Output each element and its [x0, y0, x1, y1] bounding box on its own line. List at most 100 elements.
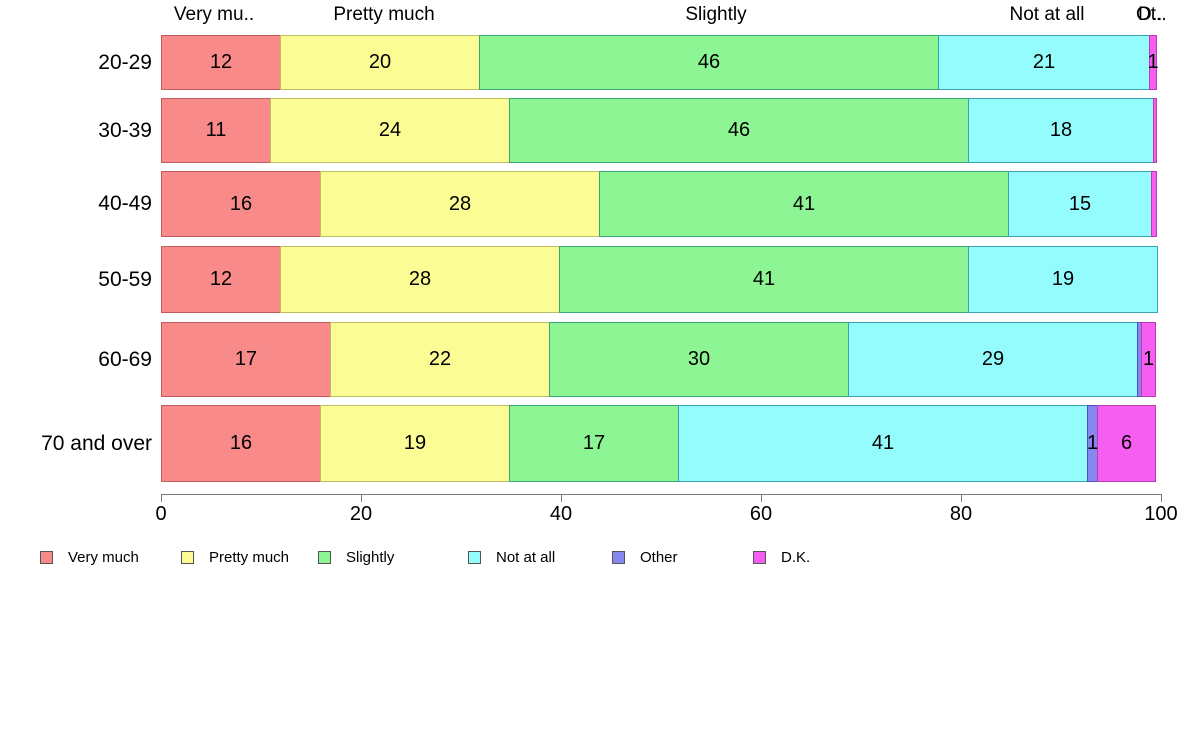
segment-value-label: 46: [697, 51, 721, 73]
bar-segment-pretty-much: 28: [320, 171, 600, 237]
legend-swatch-other: [612, 551, 625, 564]
bar-segment-slightly: 41: [599, 171, 1009, 237]
segment-value-label: 1: [1142, 348, 1155, 370]
segment-value-label: 17: [582, 432, 606, 454]
legend-swatch-pretty-much: [181, 551, 194, 564]
segment-value-label: 29: [981, 348, 1005, 370]
segment-value-label: 28: [408, 268, 432, 290]
legend-swatch-slightly: [318, 551, 331, 564]
x-axis-tick: [761, 494, 762, 502]
bar-segment-pretty-much: 22: [330, 322, 550, 397]
column-header-very-mu: Very mu..: [173, 4, 255, 25]
column-header-d: D..: [1138, 4, 1163, 25]
x-axis-tick: [161, 494, 162, 502]
legend-swatch-not-at-all: [468, 551, 481, 564]
legend-label: D.K.: [781, 549, 811, 566]
legend-label: Pretty much: [209, 549, 290, 566]
bar-segment-not-at-all: 29: [848, 322, 1138, 397]
x-axis-tick: [961, 494, 962, 502]
legend-label: Very much: [68, 549, 139, 566]
bar-segment-very-much: 11: [161, 98, 271, 163]
segment-value-label: 17: [234, 348, 258, 370]
row-label-40-49: 40-49: [98, 192, 152, 215]
x-axis-tick: [1161, 494, 1162, 502]
row-label-20-29: 20-29: [98, 50, 152, 74]
x-axis-tick-label: 60: [749, 503, 773, 525]
column-header-ot: Ot..: [1136, 4, 1167, 25]
segment-value-label: 30: [687, 348, 711, 370]
bar-row-70-and-over: 16 19 17 41 1 6: [161, 405, 1156, 482]
bar-segment-d-k: 1: [1141, 322, 1156, 397]
bar-segment-d-k: 1: [1147, 35, 1159, 90]
segment-value-label: 21: [1032, 51, 1056, 73]
segment-value-label: 6: [1120, 432, 1133, 454]
legend-label: Other: [640, 549, 678, 566]
bar-segment-pretty-much: 19: [320, 405, 510, 482]
column-header-slightly: Slightly: [685, 4, 747, 25]
segment-value-label: 20: [368, 51, 392, 73]
bar-row-50-59: 12 28 41 19: [161, 246, 1158, 313]
segment-value-label: 11: [205, 119, 227, 141]
bar-segment-very-much: 16: [161, 171, 321, 237]
column-header-pretty-much: Pretty much: [333, 4, 435, 25]
segment-value-label: 15: [1068, 192, 1092, 215]
bar-segment-d-k: [1153, 98, 1157, 163]
bar-segment-pretty-much: 24: [270, 98, 510, 163]
legend-label: Not at all: [496, 549, 556, 566]
bar-segment-pretty-much: 28: [280, 246, 560, 313]
row-label-30-39: 30-39: [98, 118, 152, 142]
row-label-70-and-over: 70 and over: [41, 431, 152, 455]
legend-swatch-very-much: [40, 551, 53, 564]
column-header-not-at-all: Not at all: [1009, 4, 1085, 25]
bar-segment-d-k: 6: [1097, 405, 1156, 482]
segment-value-label: 19: [403, 432, 427, 454]
bar-segment-very-much: 17: [161, 322, 331, 397]
bar-segment-not-at-all: 15: [1008, 171, 1152, 237]
segment-value-label: 1: [1086, 432, 1099, 454]
x-axis-tick: [561, 494, 562, 502]
bar-segment-very-much: 12: [161, 246, 281, 313]
x-axis-tick-label: 40: [549, 503, 573, 525]
x-axis-line: [161, 494, 1162, 495]
x-axis-tick-label: 20: [349, 503, 373, 525]
segment-value-label: 41: [871, 432, 895, 454]
bar-segment-very-much: 12: [161, 35, 281, 90]
x-axis-tick: [361, 494, 362, 502]
bar-segment-slightly: 17: [509, 405, 679, 482]
bar-segment-not-at-all: 19: [968, 246, 1158, 313]
bar-segment-not-at-all: 18: [968, 98, 1154, 163]
bar-segment-slightly: 46: [479, 35, 939, 90]
bar-segment-very-much: 16: [161, 405, 321, 482]
segment-value-label: 19: [1051, 268, 1075, 290]
legend-swatch-d-k: [753, 551, 766, 564]
x-axis-tick-label: 100: [1144, 503, 1178, 525]
bar-row-60-69: 17 22 30 29 1: [161, 322, 1156, 397]
segment-value-label: 1: [1147, 51, 1159, 73]
bar-row-20-29: 12 20 46 21 1: [161, 35, 1159, 90]
segment-value-label: 28: [448, 192, 472, 215]
bar-segment-slightly: 30: [549, 322, 849, 397]
row-label-60-69: 60-69: [98, 347, 152, 371]
segment-value-label: 12: [209, 51, 233, 73]
bar-segment-d-k: [1151, 171, 1157, 237]
x-axis-tick-label: 0: [155, 503, 167, 525]
segment-value-label: 12: [209, 268, 233, 290]
bar-row-30-39: 11 24 46 18: [161, 98, 1157, 163]
bar-segment-slightly: 46: [509, 98, 969, 163]
bar-segment-other: 1: [1087, 405, 1098, 482]
segment-value-label: 41: [792, 192, 816, 215]
segment-value-label: 41: [752, 268, 776, 290]
segment-value-label: 24: [378, 119, 402, 141]
bar-segment-pretty-much: 20: [280, 35, 480, 90]
segment-value-label: 22: [428, 348, 452, 370]
segment-value-label: 18: [1049, 119, 1073, 141]
bar-segment-not-at-all: 41: [678, 405, 1088, 482]
segment-value-label: 46: [727, 119, 751, 141]
bar-segment-not-at-all: 21: [938, 35, 1150, 90]
segment-value-label: 16: [229, 432, 253, 454]
row-label-50-59: 50-59: [98, 267, 152, 291]
bar-segment-slightly: 41: [559, 246, 969, 313]
bar-row-40-49: 16 28 41 15: [161, 171, 1157, 237]
x-axis-tick-label: 80: [949, 503, 973, 525]
